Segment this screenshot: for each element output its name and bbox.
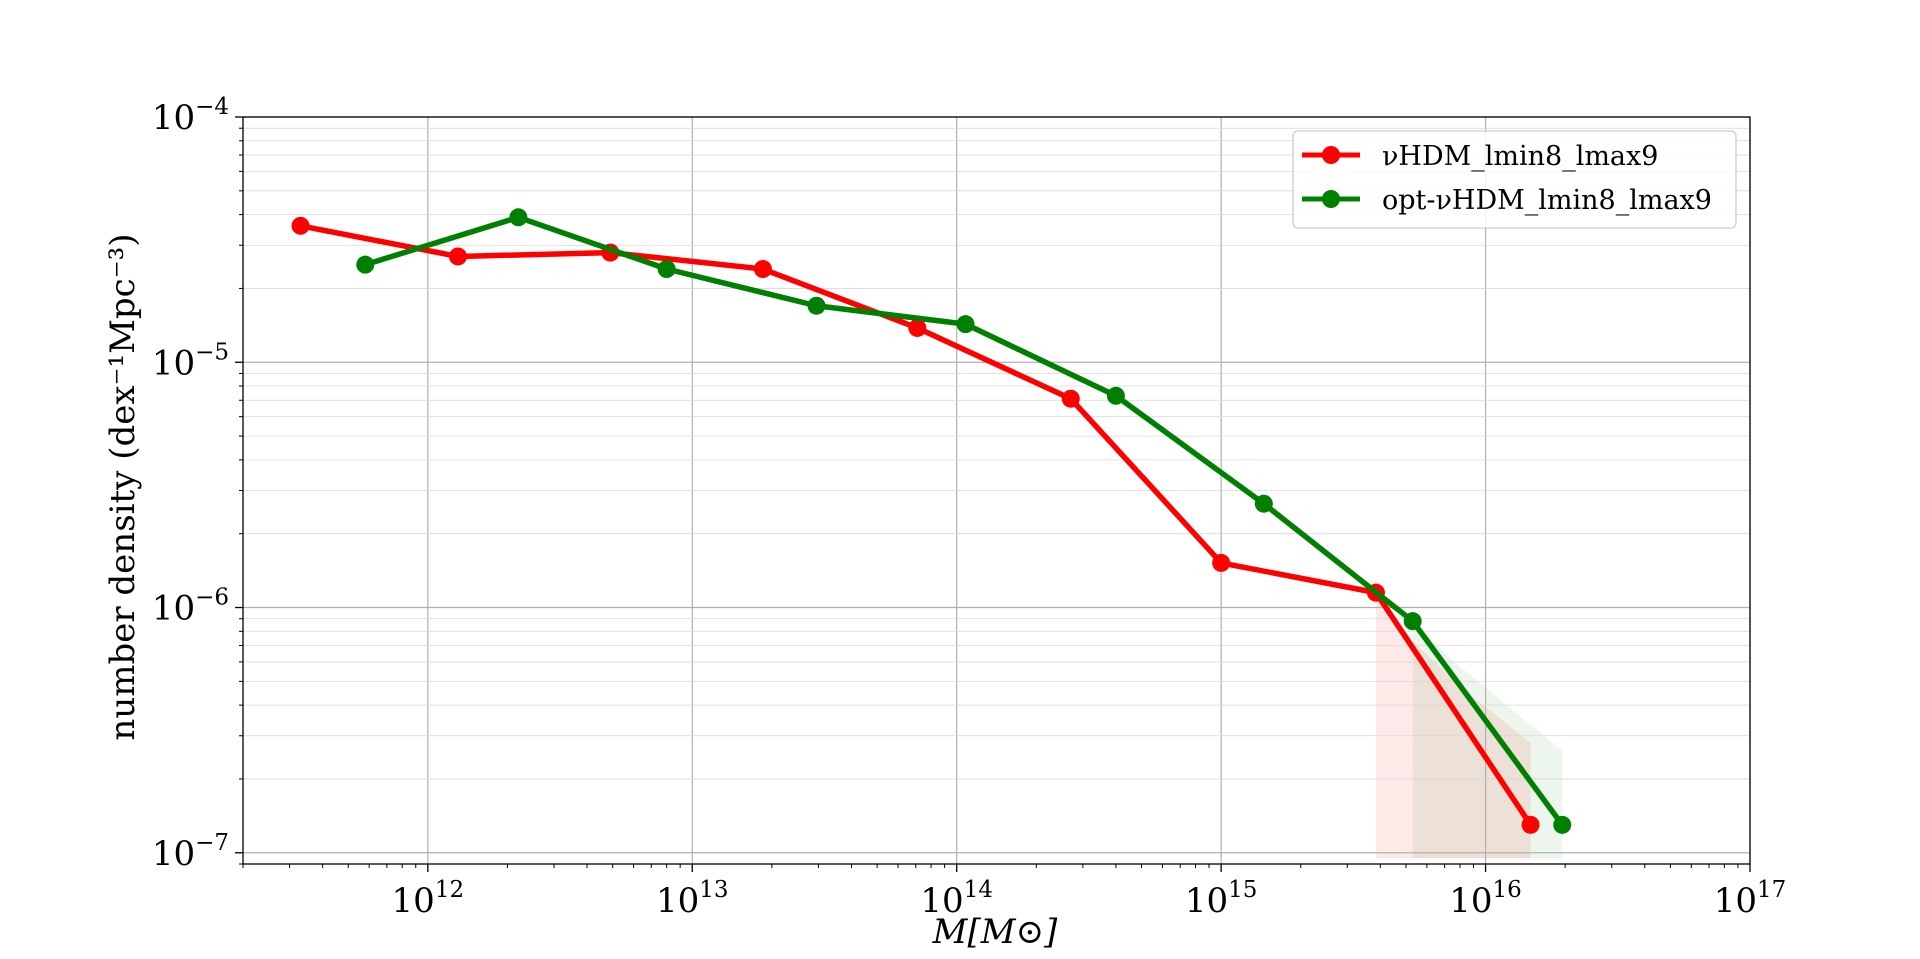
x-tick-label: 1017 — [1714, 877, 1787, 921]
series-1-point — [356, 255, 375, 274]
x-tick-label: 1015 — [1185, 877, 1258, 921]
x-tick-label: 1014 — [920, 877, 993, 921]
x-tick-label: 1016 — [1449, 877, 1522, 921]
legend-label-nuhdm: νHDM_lmin8_lmax9 — [1382, 141, 1658, 172]
error-bands — [1375, 592, 1563, 859]
series-1-point — [657, 260, 676, 279]
series-layer — [291, 208, 1572, 834]
series-1-point — [509, 208, 528, 227]
x-axis-ticks: 1012 1013 1014 1015 1016 1017 — [392, 864, 1787, 921]
series-0-point — [1061, 389, 1080, 408]
minor-ticks — [239, 127, 1739, 868]
series-1-point — [956, 315, 975, 334]
x-tick-label: 1012 — [392, 877, 465, 921]
x-tick-label: 1013 — [656, 877, 729, 921]
y-axis-ticks: 10−4 10−5 10−6 10−7 — [152, 94, 243, 874]
series-0 — [291, 216, 1540, 834]
series-1 — [356, 208, 1572, 834]
series-1-error-band — [1412, 621, 1563, 859]
series-0-point — [753, 260, 772, 279]
series-1-point — [1403, 612, 1422, 631]
series-1-point — [1106, 386, 1125, 405]
series-1-point — [807, 296, 826, 315]
y-tick-label: 10−7 — [152, 830, 229, 874]
y-tick-label: 10−6 — [152, 585, 229, 629]
series-0-point — [908, 318, 927, 337]
series-0-error-band — [1375, 592, 1531, 859]
series-1-point — [1254, 494, 1273, 513]
legend-marker-nuhdm — [1322, 146, 1340, 164]
series-0-point — [1521, 815, 1540, 834]
y-tick-label: 10−4 — [152, 94, 229, 138]
series-0-point — [291, 216, 310, 235]
x-axis-label: M[M⊙] — [932, 912, 1058, 952]
legend-marker-opt-nuhdm — [1322, 190, 1340, 208]
series-0-point — [1212, 553, 1231, 572]
legend-label-opt-nuhdm: opt-νHDM_lmin8_lmax9 — [1382, 185, 1712, 216]
series-1-point — [1553, 815, 1572, 834]
y-tick-label: 10−5 — [152, 339, 229, 383]
y-axis-label: number density (dex⁻¹Mpc⁻³) — [103, 233, 143, 740]
legend-box — [1292, 130, 1737, 229]
legend: νHDM_lmin8_lmax9 opt-νHDM_lmin8_lmax9 — [1292, 130, 1737, 229]
series-0-point — [448, 247, 467, 266]
